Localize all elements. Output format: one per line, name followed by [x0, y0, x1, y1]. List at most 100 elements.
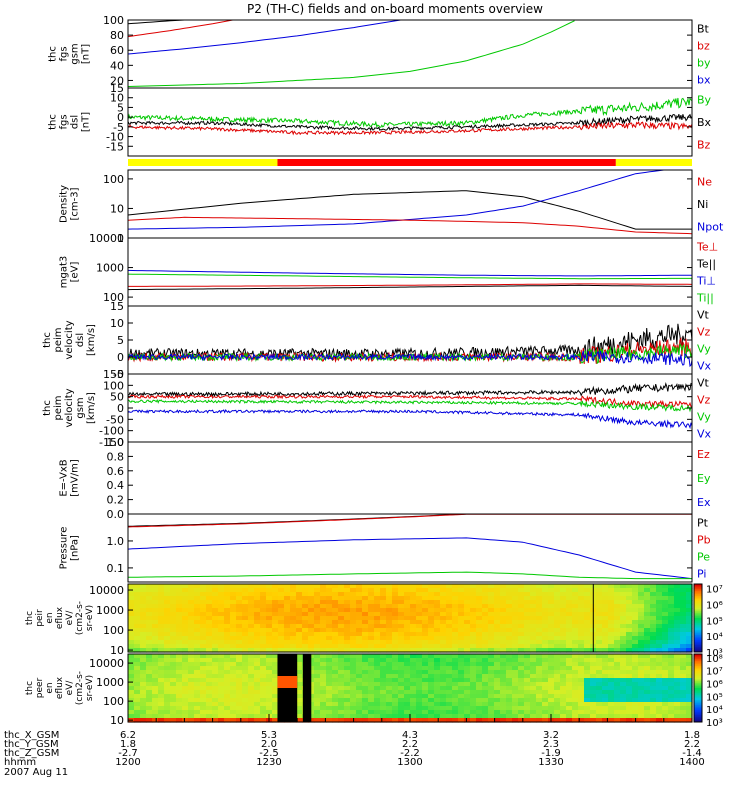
peir-cell: [596, 612, 603, 617]
peir-cell: [158, 644, 165, 649]
peer-cell: [398, 686, 405, 691]
peir-cell: [254, 596, 261, 601]
peer-cell: [446, 666, 453, 671]
peer-cell: [680, 714, 687, 719]
peer-cell: [176, 666, 183, 671]
peir-cell: [560, 584, 567, 589]
peer-cell: [386, 682, 393, 687]
peir-cell: [230, 604, 237, 609]
peer-cell: [440, 682, 447, 687]
peer-cell: [476, 694, 483, 699]
velocity-gsm-legend-0: Vt: [697, 377, 710, 390]
peer-cell: [398, 682, 405, 687]
peer-cell: [200, 694, 207, 699]
peir-cell: [512, 624, 519, 629]
peir-cell: [140, 632, 147, 637]
peir-cell: [632, 636, 639, 641]
peir-cell: [242, 588, 249, 593]
peer-cell: [536, 710, 543, 715]
peir-cell: [272, 592, 279, 597]
peir-cell: [458, 620, 465, 625]
peer-cell: [356, 678, 363, 683]
peer-cell: [662, 674, 669, 679]
peer-cell: [458, 686, 465, 691]
peer-cell: [524, 674, 531, 679]
peer-cell: [134, 674, 141, 679]
peir-cell: [344, 624, 351, 629]
peir-cell: [500, 616, 507, 621]
peir-cell: [482, 604, 489, 609]
peer-cell: [140, 710, 147, 715]
peer-cell: [416, 666, 423, 671]
peer-cell: [212, 694, 219, 699]
peir-colorbar-step: [694, 594, 702, 597]
peir-cell: [422, 620, 429, 625]
peer-cell: [566, 698, 573, 703]
peir-cell: [416, 588, 423, 593]
peir-cell: [290, 636, 297, 641]
peir-colorbar-step: [694, 592, 702, 595]
peir-cell: [380, 632, 387, 637]
peir-cell: [518, 588, 525, 593]
peir-cell: [338, 648, 345, 653]
peir-cell: [164, 640, 171, 645]
peer-cell: [236, 674, 243, 679]
peer-cell: [446, 702, 453, 707]
peir-cell: [506, 628, 513, 633]
peir-cell: [146, 648, 153, 653]
peir-cell: [218, 592, 225, 597]
peir-cell: [488, 620, 495, 625]
peir-cell: [338, 608, 345, 613]
peer-cell: [218, 658, 225, 663]
pressure-series-2: [128, 537, 692, 580]
peir-cell: [518, 592, 525, 597]
peer-cell: [506, 702, 513, 707]
peir-cell: [542, 612, 549, 617]
peir-cell: [392, 636, 399, 641]
peir-cell: [236, 592, 243, 597]
peer-cell: [626, 674, 633, 679]
peer-cell: [494, 670, 501, 675]
peer-cell: [182, 714, 189, 719]
peir-cell: [566, 640, 573, 645]
peer-cell: [476, 666, 483, 671]
peer-cell: [398, 670, 405, 675]
peir-cell: [512, 620, 519, 625]
peir-cell: [626, 608, 633, 613]
peer-cell: [602, 706, 609, 711]
peir-cell: [386, 644, 393, 649]
peir-cell: [584, 616, 591, 621]
peer-cell: [542, 710, 549, 715]
peer-cell: [260, 698, 267, 703]
peir-cell: [206, 612, 213, 617]
peer-cell: [260, 678, 267, 683]
peer-cell: [536, 674, 543, 679]
peer-cell: [674, 654, 681, 659]
peer-cell: [374, 678, 381, 683]
peer-cell: [146, 714, 153, 719]
peer-cell: [344, 654, 351, 659]
peer-cell: [128, 682, 135, 687]
peer-cell: [380, 706, 387, 711]
peir-cell: [278, 648, 285, 653]
peer-cell: [140, 686, 147, 691]
peir-cell: [626, 628, 633, 633]
peer-cell: [530, 702, 537, 707]
peir-cell: [236, 624, 243, 629]
peir-cell: [638, 632, 645, 637]
peir-cell: [656, 620, 663, 625]
peir-cell: [506, 608, 513, 613]
peir-cell: [458, 608, 465, 613]
peer-cell: [296, 694, 303, 699]
peer-cell: [170, 710, 177, 715]
peer-cell: [368, 678, 375, 683]
peer-cell: [524, 706, 531, 711]
peir-cell: [242, 604, 249, 609]
peer-cell: [680, 666, 687, 671]
peer-cell: [452, 662, 459, 667]
velocity-dsl-legend-2: Vy: [697, 343, 711, 356]
peir-cell: [392, 584, 399, 589]
peer-cell: [434, 682, 441, 687]
peer-cell: [482, 694, 489, 699]
peer-cell: [446, 718, 453, 723]
